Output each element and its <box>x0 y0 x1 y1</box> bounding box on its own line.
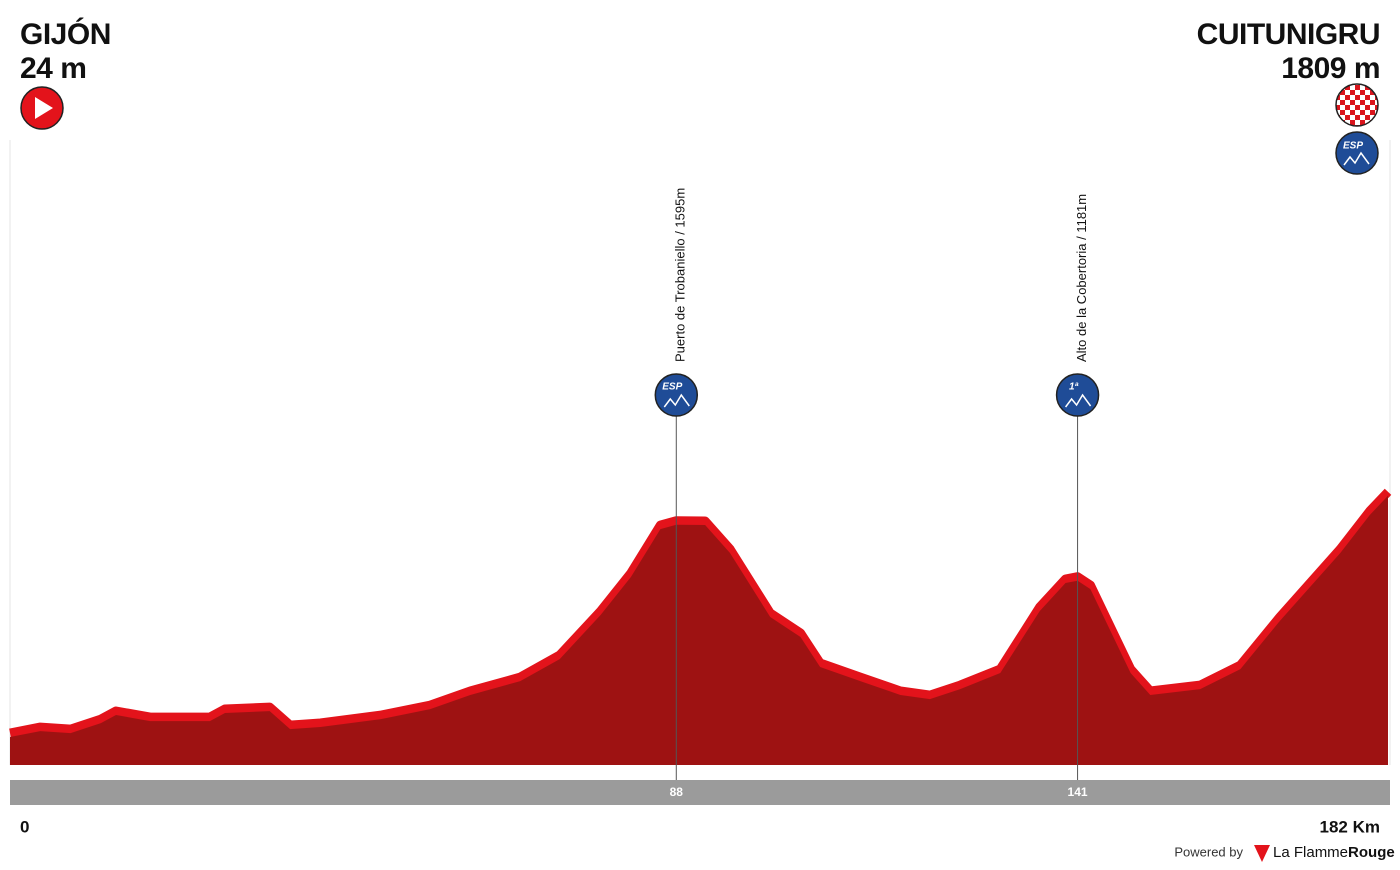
start-icon <box>20 86 64 130</box>
finish-name: CUITUNIGRU <box>1197 18 1380 51</box>
finish-category-icon: ESP <box>1335 131 1379 175</box>
climb-category: ESP <box>662 382 682 393</box>
profile-edge <box>9 488 1392 738</box>
climb-category: 1ª <box>1069 382 1079 393</box>
x-tick-label: 182 Km <box>1320 817 1380 836</box>
climb-icon: ESP <box>654 373 699 417</box>
climb-km: 141 <box>1068 785 1088 799</box>
brand-logo <box>1254 845 1270 862</box>
climb-mountain <box>1064 393 1092 408</box>
profile-area <box>10 495 1388 770</box>
x-tick-label: 0 <box>20 817 29 836</box>
start-name: GIJÓN <box>20 17 111 51</box>
brand: La FlammeRouge <box>1273 844 1395 861</box>
climb-name: Alto de la Cobertoria / 1181m <box>1074 194 1089 362</box>
profile-base-mask <box>0 765 1400 780</box>
climb-km: 88 <box>670 785 684 799</box>
finish-altitude: 1809 m <box>1281 52 1380 85</box>
climb-mountain <box>663 393 690 408</box>
brand-accent: Rouge <box>1348 844 1395 861</box>
powered-by: Powered by <box>1174 844 1243 859</box>
start-altitude: 24 m <box>20 52 86 85</box>
km-bar <box>10 780 1390 805</box>
brand-main: La Flamme <box>1273 844 1348 861</box>
climb-icon: 1ª <box>1055 373 1100 417</box>
finish-icon <box>1335 83 1379 127</box>
category-text: ESP <box>1343 141 1363 152</box>
climb-icon-circle <box>654 373 699 417</box>
climb-name: Puerto de Trobaniello / 1595m <box>673 188 688 362</box>
climb-icon-circle <box>1055 373 1100 417</box>
